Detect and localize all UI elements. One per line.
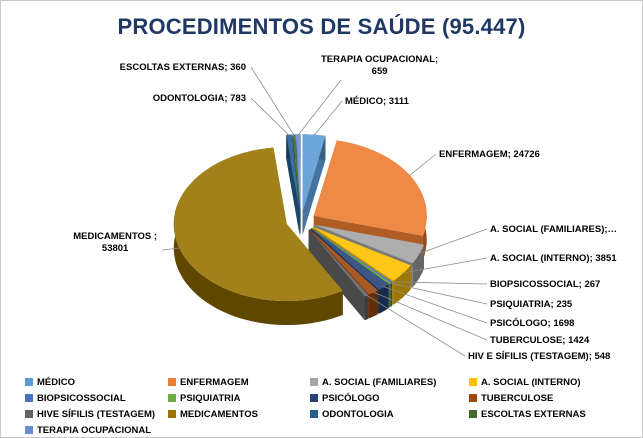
chart-title: PROCEDIMENTOS DE SAÚDE (95.447) <box>117 14 526 39</box>
leader-line <box>250 66 295 136</box>
legend-item-10: ODONTOLOGIA <box>310 409 469 420</box>
legend-item-7: TUBERCULOSE <box>469 393 586 404</box>
legend-label: A. SOCIAL (FAMILIARES) <box>322 376 437 388</box>
pie-slice-side <box>308 229 365 321</box>
slice-callout-6: PSICÓLOGO; 1698 <box>490 318 575 329</box>
leader-line <box>408 153 437 177</box>
legend-item-0: MÉDICO <box>25 377 168 388</box>
legend-label: TUBERCULOSE <box>481 392 554 404</box>
legend-item-1: ENFERMAGEM <box>168 377 310 388</box>
slice-callout-10: ODONTOLOGIA; 783 <box>152 93 246 104</box>
pie-slice-top <box>308 229 369 297</box>
leader-line <box>383 286 488 324</box>
legend-swatch-icon <box>310 394 318 402</box>
legend: MÉDICO ENFERMAGEM A. SOCIAL (FAMILIARES) A.… <box>25 374 586 437</box>
legend-item-6: PSICÓLOGO <box>310 393 469 404</box>
pie-slice-top <box>311 227 393 283</box>
legend-label: MEDICAMENTOS <box>180 408 258 420</box>
legend-swatch-icon <box>469 378 477 386</box>
leader-line <box>313 100 343 136</box>
pie-slice-top <box>292 134 301 212</box>
pie-slice-top <box>314 224 425 264</box>
leader-line <box>418 228 488 255</box>
legend-swatch-icon <box>25 426 33 434</box>
legend-item-5: PSIQUIATRIA <box>168 393 310 404</box>
slice-callout-7: TUBERCULOSE; 1424 <box>490 335 590 346</box>
pie-slice-top <box>310 228 389 290</box>
pie-slice-top <box>302 134 326 212</box>
pie-slice-wall <box>390 281 393 307</box>
legend-label: A. SOCIAL (INTERNO) <box>481 376 581 388</box>
slice-callout-5: PSIQUIATRIA; 235 <box>490 299 573 310</box>
legend-item-11: ESCOLTAS EXTERNAS <box>469 409 586 420</box>
leader-line <box>390 281 488 285</box>
pie-slice-top <box>311 228 391 284</box>
legend-swatch-icon <box>25 410 33 418</box>
pie-slice-top <box>312 226 411 281</box>
legend-swatch-icon <box>25 378 33 386</box>
slice-callout-12: TERAPIA OCUPACIONAL; 659 <box>321 54 439 77</box>
legend-swatch-icon <box>310 410 318 418</box>
legend-label: BIOPSICOSSOCIAL <box>37 392 126 404</box>
slice-callout-1: ENFERMAGEM; 24726 <box>439 149 540 160</box>
leader-line <box>365 294 466 357</box>
slice-callout-8: HIV E SÍFILIS (TESTAGEM); 548 <box>468 351 611 362</box>
legend-item-8: HIVE SÍFILIS (TESTAGEM) <box>25 409 168 420</box>
leader-line <box>389 282 488 305</box>
pie-slice-top <box>295 134 301 212</box>
leader-line <box>250 97 290 136</box>
leader-line <box>297 79 342 136</box>
legend-item-9: MEDICAMENTOS <box>168 409 310 420</box>
legend-label: MÉDICO <box>37 376 75 388</box>
leader-line <box>161 247 181 251</box>
legend-item-12: TERAPIA OCUPACIONAL <box>25 425 168 436</box>
pie-slice-side <box>302 135 326 236</box>
slice-callout-9: MEDICAMENTOS ; 53801 <box>73 231 157 254</box>
pie-slice-top <box>173 147 343 302</box>
pie-slice-wall <box>393 265 411 305</box>
pie-slice-top <box>309 229 378 295</box>
legend-label: TERAPIA OCUPACIONAL <box>37 424 151 436</box>
legend-swatch-icon <box>168 394 176 402</box>
legend-label: ODONTOLOGIA <box>322 408 394 420</box>
legend-swatch-icon <box>25 394 33 402</box>
legend-label: PSIQUIATRIA <box>180 392 241 404</box>
pie-slice-wall <box>364 294 369 321</box>
pie-slice-top <box>286 134 300 212</box>
legend-swatch-icon <box>168 378 176 386</box>
slice-callout-3: A. SOCIAL (INTERNO); 3851 <box>490 253 617 264</box>
legend-swatch-icon <box>469 394 477 402</box>
pie-slice-wall <box>378 284 389 314</box>
legend-label: HIVE SÍFILIS (TESTAGEM) <box>37 408 156 420</box>
slice-callout-4: BIOPSICOSSOCIAL; 267 <box>490 279 601 290</box>
legend-swatch-icon <box>469 410 477 418</box>
slice-callout-2: A. SOCIAL (FAMILIARES);… <box>490 224 618 235</box>
leader-line <box>372 291 488 341</box>
legend-label: ESCOLTAS EXTERNAS <box>481 408 586 420</box>
legend-swatch-icon <box>168 410 176 418</box>
pie-slice-wall <box>412 244 425 288</box>
pie-slice-wall <box>369 290 378 319</box>
legend-item-3: A. SOCIAL (INTERNO) <box>469 377 586 388</box>
pie-slice-wall <box>173 147 343 326</box>
legend-label: ENFERMAGEM <box>180 376 249 388</box>
leader-line <box>401 257 488 274</box>
pie-slice-top <box>313 140 427 236</box>
slice-callout-11: ESCOLTAS EXTERNAS; 360 <box>119 62 246 73</box>
slice-callout-0: MÉDICO; 3111 <box>345 96 409 107</box>
legend-label: PSICÓLOGO <box>322 392 380 404</box>
legend-item-4: BIOPSICOSSOCIAL <box>25 393 168 404</box>
legend-swatch-icon <box>310 378 318 386</box>
pie-slice-side <box>286 134 300 236</box>
legend-item-2: A. SOCIAL (FAMILIARES) <box>310 377 469 388</box>
